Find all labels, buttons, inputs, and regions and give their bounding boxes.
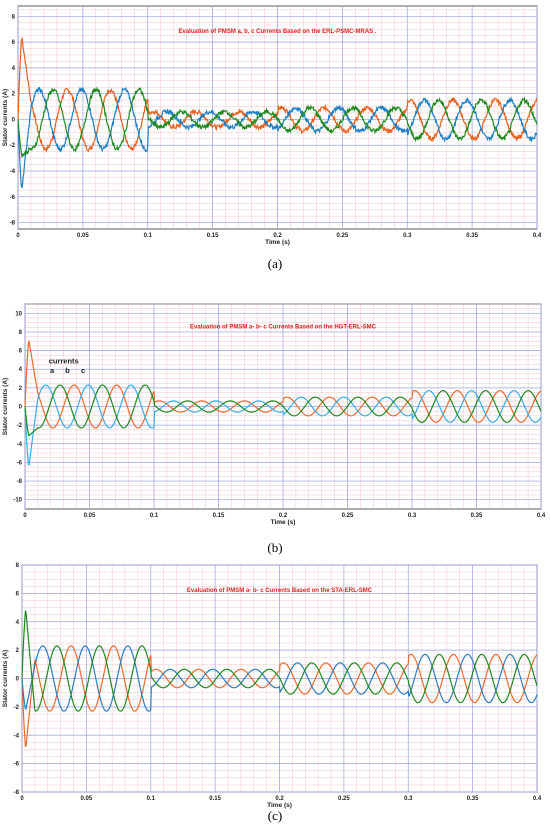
y-tick-label: -4 — [17, 442, 23, 448]
x-tick-label: 0.25 — [338, 796, 350, 802]
x-tick-label: 0.2 — [275, 796, 284, 802]
y-tick-label: -8 — [17, 479, 23, 485]
x-tick-label: 0.15 — [207, 233, 219, 239]
panel-caption: (c) — [268, 808, 282, 823]
x-tick-label: 0.25 — [337, 233, 349, 239]
series-b-line — [21, 645, 538, 712]
y-tick-label: 2 — [16, 648, 20, 654]
x-tick-label: 0 — [23, 513, 27, 519]
chart-panel-2: -10 -8 -6 -4 -2 0 2 4 6 8 10 0 0.05 0.1 0.15 0.2 0.25 0.3… — [2, 303, 546, 526]
y-tick-label: 8 — [16, 563, 20, 569]
y-tick-label: 6 — [16, 591, 20, 597]
x-tick-label: 0.1 — [144, 233, 153, 239]
y-tick-label: 4 — [12, 66, 16, 72]
annotation-label-c: c — [81, 366, 85, 375]
x-tick-label: 0.3 — [408, 513, 417, 519]
x-tick-label: 0.1 — [147, 796, 156, 802]
y-tick-label: -2 — [14, 705, 20, 711]
y-tick-label: 4 — [19, 367, 23, 373]
x-tick-label: 0.3 — [403, 233, 412, 239]
series-c-line — [24, 384, 542, 437]
y-tick-label: 2 — [19, 386, 23, 392]
y-tick-label: -2 — [17, 423, 23, 429]
chart-panel-3: -8 -6 -4 -2 0 2 4 6 8 0 0.05 0.1 0.15 0.2 0.25 0.3 0.35 0… — [2, 563, 542, 809]
y-tick-label: -6 — [10, 195, 16, 201]
y-tick-label: 10 — [15, 311, 22, 317]
x-tick-label: 0.05 — [84, 513, 96, 519]
chart-title: Evaluation of PMSM a- b- c Currents Base… — [187, 588, 373, 594]
x-tick-label: 0.4 — [533, 233, 542, 239]
series-a-line — [21, 645, 538, 748]
series-a-line — [24, 339, 542, 429]
y-tick-label: 4 — [16, 620, 20, 626]
y-tick-label: -4 — [10, 169, 16, 175]
x-tick-label: 0.1 — [150, 513, 159, 519]
y-tick-label: 2 — [12, 92, 16, 98]
y-tick-label: -6 — [17, 460, 23, 466]
x-axis-label: Time (s) — [271, 519, 296, 526]
chart-panel-1: -8 -6 -4 -2 0 2 4 6 8 0 0.05 0.1 0.15 0.2 0.25 0.3 0.35 0… — [2, 5, 542, 246]
series-b-line — [24, 384, 542, 466]
chart-title: Evaluation of PMSM a- b- c Currents Base… — [190, 325, 377, 331]
major-grid — [17, 6, 538, 229]
y-tick-label: -8 — [14, 790, 20, 796]
annotation-label-a: a — [50, 366, 55, 375]
y-tick-label: 8 — [12, 14, 16, 20]
y-tick-label: -4 — [14, 733, 20, 739]
x-tick-label: 0.25 — [342, 513, 354, 519]
x-tick-label: 0.35 — [466, 233, 478, 239]
y-tick-label: -10 — [13, 498, 22, 504]
x-tick-label: 0 — [20, 796, 24, 802]
chart-title: Evaluation of PMSM a, b, c Currents Base… — [178, 29, 376, 35]
y-tick-label: 6 — [19, 349, 23, 355]
x-tick-label: 0.35 — [467, 796, 479, 802]
x-axis-label: Time (s) — [267, 802, 292, 809]
y-tick-label: 0 — [16, 677, 20, 683]
x-tick-label: 0.3 — [404, 796, 413, 802]
y-axis-label: Stator currents (A) — [2, 378, 9, 435]
y-tick-label: 8 — [19, 330, 23, 336]
y-axis-label: Stator currents (A) — [2, 650, 9, 707]
x-tick-label: 0.05 — [81, 796, 93, 802]
x-tick-label: 0.4 — [537, 513, 546, 519]
x-tick-label: 0.35 — [471, 513, 483, 519]
y-tick-label: -2 — [10, 143, 16, 149]
y-axis-label: Stator currents (A) — [2, 89, 9, 146]
y-tick-label: -8 — [10, 221, 16, 227]
series-b-line — [17, 86, 538, 189]
series-a-line — [17, 36, 538, 154]
y-tick-label: 0 — [12, 117, 16, 123]
x-tick-label: 0.15 — [209, 796, 221, 802]
annotation-label-b: b — [65, 366, 70, 375]
panel-caption: (a) — [268, 256, 282, 271]
y-tick-label: 6 — [12, 40, 16, 46]
x-tick-label: 0.05 — [77, 233, 89, 239]
y-tick-label: -6 — [14, 762, 20, 768]
annotation-heading: currents — [49, 357, 79, 366]
x-tick-label: 0 — [16, 233, 20, 239]
y-tick-label: 0 — [19, 405, 23, 411]
series-c-line — [17, 86, 538, 158]
x-tick-label: 0.2 — [279, 513, 288, 519]
panel-caption: (b) — [267, 540, 282, 555]
x-tick-label: 0.4 — [533, 796, 542, 802]
x-axis-label: Time (s) — [265, 239, 290, 246]
x-tick-label: 0.2 — [273, 233, 282, 239]
major-grid — [24, 304, 542, 509]
series-c-line — [21, 609, 538, 712]
x-tick-label: 0.15 — [213, 513, 225, 519]
